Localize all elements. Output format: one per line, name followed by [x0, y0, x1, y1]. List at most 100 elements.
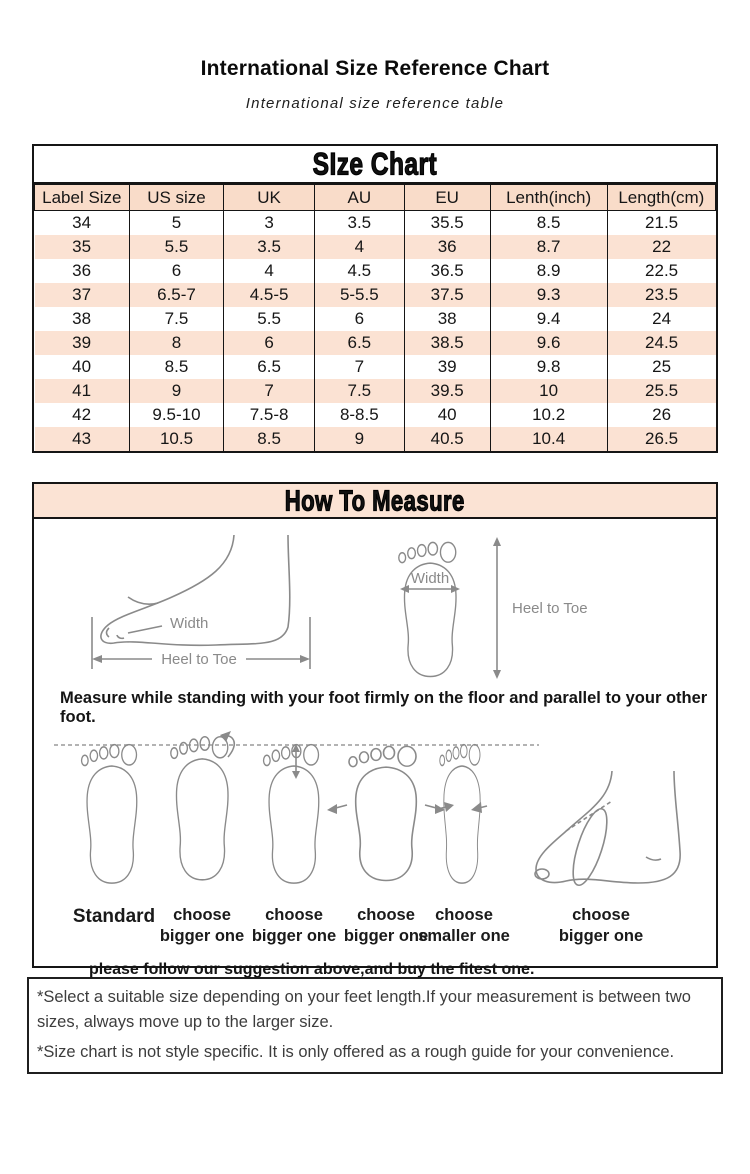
size-cell: 9 [313, 427, 405, 451]
measure-instruction: Measure while standing with your foot fi… [60, 689, 708, 726]
size-cell: 41 [34, 379, 130, 403]
size-cell: 9.4 [489, 307, 608, 331]
table-row: 39 8 6 6.5 38.5 9.6 24.5 [34, 331, 716, 355]
size-cell: 7 [223, 379, 315, 403]
table-row: 36 6 4 4.5 36.5 8.9 22.5 [35, 259, 716, 283]
size-cell: 24 [606, 307, 716, 331]
size-cell: 8.7 [489, 235, 608, 259]
size-cell: 9.5-10 [128, 403, 224, 427]
size-cell: 43 [34, 427, 130, 451]
size-cell: 36 [72, 261, 92, 280]
size-cell: 8 [128, 331, 224, 355]
size-cell: 40.5 [403, 427, 491, 451]
size-cell: 5.5 [128, 235, 224, 259]
size-cell: 6.5 [313, 331, 405, 355]
size-cell: 39 [403, 355, 491, 379]
size-cell: 10.4 [489, 427, 608, 451]
table-row: 42 9.5-10 7.5-8 8-8.5 40 10.2 26 [35, 403, 716, 427]
size-cell: 24.5 [606, 331, 716, 355]
page-subtitle: International size reference table [245, 95, 505, 112]
table-row: 41 9 7 7.5 39.5 10 25.5 [34, 379, 716, 403]
size-cell: 39 [34, 331, 130, 355]
size-cell: 40 [403, 403, 491, 427]
fit-advice-label: choose bigger one [558, 906, 644, 946]
size-cell: 40 [72, 357, 92, 376]
size-chart-title-text: SIze Chart [312, 147, 438, 183]
size-cell: 9.3 [489, 283, 608, 307]
size-cell: 6 [128, 259, 224, 283]
how-to-measure-header: How To Measure [32, 482, 718, 519]
notes-section: *Select a suitable size depending on you… [27, 977, 723, 1075]
size-cell: 9.8 [489, 355, 608, 379]
size-cell: 35 [34, 235, 130, 259]
width-label: Width [411, 570, 449, 587]
size-chart-title: SIze Chart [34, 146, 716, 184]
column-header: UK [223, 184, 315, 211]
size-cell: 8.9 [489, 259, 608, 283]
size-cell: 38 [403, 307, 491, 331]
footprint-standard [80, 743, 138, 884]
suggestion-text: please follow our suggestion above,and b… [89, 961, 535, 978]
column-header: Label Size [34, 184, 130, 211]
column-header: AU [313, 184, 405, 211]
column-header: Lenth(inch) [489, 184, 608, 211]
column-header: EU [403, 184, 491, 211]
table-row: 37 6.5-7 4.5-5 5-5.5 37.5 9.3 23.5 [34, 283, 716, 307]
size-cell: 25.5 [606, 379, 716, 403]
size-chart-section: SIze Chart Label Size US size UK AU EU Lenth(… [32, 144, 718, 453]
size-cell: 22 [606, 235, 716, 259]
size-cell: 38.5 [403, 331, 491, 355]
feet-comparison-illustration [54, 731, 681, 887]
footprint-wide [348, 745, 418, 882]
size-cell: 4.5 [313, 259, 405, 283]
size-cell: 3.5 [313, 210, 405, 235]
table-row: 43 10.5 8.5 9 40.5 10.4 26.5 [34, 427, 716, 451]
fit-advice-labels: Standard choose bigger one choose bigger o… [34, 905, 716, 957]
size-cell: 26.5 [606, 427, 716, 451]
note-line: *Select a suitable size depending on you… [37, 988, 691, 1031]
table-row: 34 5 3 3.5 35.5 8.5 21.5 [35, 210, 716, 235]
note-line: *Size chart is not style specific. It is… [37, 1042, 675, 1061]
size-cell: 10.5 [128, 427, 224, 451]
side-foot-diagram: Width Heel to Toe [91, 534, 311, 669]
heel-to-toe-label: Heel to Toe [161, 651, 237, 668]
size-cell: 42 [72, 405, 92, 424]
size-cell: 5 [128, 210, 224, 235]
footprint-long-toe [170, 735, 229, 881]
size-cell: 3 [223, 210, 315, 235]
size-cell: 4.5-5 [223, 283, 315, 307]
how-to-measure-title: How To Measure [284, 485, 466, 518]
size-cell: 4 [223, 259, 315, 283]
high-instep-foot [534, 770, 681, 887]
fit-advice-label: choose bigger one [251, 906, 337, 946]
size-chart-header-row: Label Size US size UK AU EU Lenth(inch) Length… [34, 184, 717, 211]
size-cell: 8.5 [128, 355, 224, 379]
size-cell: 25 [606, 355, 716, 379]
size-chart-table: Label Size US size UK AU EU Lenth(inch) Length… [34, 184, 717, 451]
size-cell: 6.5 [223, 355, 315, 379]
size-cell: 36 [403, 235, 491, 259]
column-header: US size [128, 184, 225, 211]
size-cell: 35.5 [403, 210, 491, 235]
size-cell: 7.5 [128, 307, 224, 331]
size-cell: 8-8.5 [313, 403, 405, 427]
size-cell: 9 [128, 379, 224, 403]
heel-to-toe-label: Heel to Toe [512, 600, 588, 617]
how-to-measure-body: Width Heel to Toe [32, 519, 718, 978]
size-cell: 8.5 [223, 427, 315, 451]
size-cell: 36.5 [403, 259, 491, 283]
size-cell: 8.5 [489, 210, 608, 235]
measure-diagrams: Width Heel to Toe [34, 519, 716, 679]
size-cell: 22.5 [606, 259, 716, 283]
size-cell: 6 [313, 307, 405, 331]
fit-advice-label: choose bigger one [343, 906, 429, 946]
column-header: Length(cm) [606, 184, 717, 211]
size-cell: 3.5 [223, 235, 315, 259]
size-cell: 37.5 [403, 283, 491, 307]
size-cell: 9.6 [489, 331, 608, 355]
wide-foot-arrows [331, 804, 441, 810]
width-label: Width [170, 615, 208, 632]
size-cell: 21.5 [606, 210, 716, 235]
fit-advice-label: choose smaller one [418, 906, 510, 946]
size-cell: 38 [72, 309, 92, 328]
